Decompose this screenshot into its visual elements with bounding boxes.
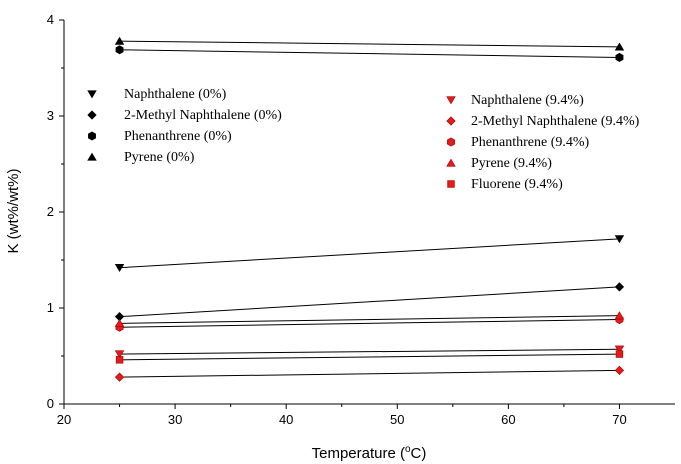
legend-item: Phenanthrene (9.4%) bbox=[447, 135, 590, 150]
legend-marker bbox=[446, 116, 456, 126]
y-axis-title: K (wt%/wt%) bbox=[5, 168, 22, 253]
x-axis-title: Temperature (oC) bbox=[312, 444, 427, 462]
legend-item: Pyrene (0%) bbox=[87, 150, 195, 165]
series-line bbox=[119, 49, 620, 58]
series-8 bbox=[115, 350, 624, 364]
series-line bbox=[119, 286, 620, 318]
y-tick-label: 1 bbox=[47, 300, 54, 315]
series-line bbox=[119, 353, 620, 361]
legend-marker bbox=[446, 158, 456, 167]
legend-marker bbox=[87, 152, 97, 161]
series-5 bbox=[114, 365, 625, 382]
series-line bbox=[119, 238, 620, 269]
legend-item: 2-Methyl Naphthalene (9.4%) bbox=[446, 114, 640, 129]
data-point bbox=[114, 264, 125, 273]
data-point bbox=[614, 365, 625, 376]
series-1 bbox=[114, 282, 625, 322]
x-tick-label: 40 bbox=[279, 412, 293, 427]
legend-item: Naphthalene (9.4%) bbox=[446, 93, 584, 108]
x-axis-title-sup: o bbox=[405, 444, 411, 455]
legend-item: Phenanthrene (0%) bbox=[88, 129, 232, 144]
series-4 bbox=[114, 345, 625, 359]
legend-marker bbox=[88, 131, 96, 141]
y-tick-label: 3 bbox=[47, 108, 54, 123]
series-6 bbox=[115, 314, 624, 332]
data-point bbox=[614, 42, 625, 51]
x-axis-title-post: C) bbox=[411, 445, 427, 462]
x-tick-label: 70 bbox=[612, 412, 626, 427]
plot-area: 20 30 40 50 60 70 0 1 2 3 4 bbox=[47, 12, 675, 427]
data-point bbox=[114, 372, 125, 382]
legend-label: Pyrene (9.4%) bbox=[471, 156, 552, 171]
data-point bbox=[114, 350, 125, 359]
series-2 bbox=[115, 45, 624, 62]
x-axis-title-pre: Temperature ( bbox=[312, 445, 405, 462]
y-tick-label: 2 bbox=[47, 204, 54, 219]
legend-label: Phenanthrene (0%) bbox=[124, 129, 232, 144]
data-point bbox=[114, 318, 125, 328]
y-tick-label: 0 bbox=[47, 396, 54, 411]
data-point bbox=[614, 311, 625, 320]
legend-label: Pyrene (0%) bbox=[124, 150, 195, 165]
legend-marker bbox=[446, 96, 456, 105]
legend-item: 2-Methyl Naphthalene (0%) bbox=[87, 108, 282, 123]
y-tick-label: 4 bbox=[47, 12, 54, 27]
legend-label: Phenanthrene (9.4%) bbox=[471, 135, 590, 150]
series-0 bbox=[114, 235, 625, 273]
series-line bbox=[119, 315, 620, 324]
legend-marker bbox=[87, 90, 97, 99]
legend-marker bbox=[447, 180, 455, 188]
data-point bbox=[114, 36, 125, 45]
legend-label: Naphthalene (9.4%) bbox=[471, 93, 584, 108]
data-point bbox=[615, 350, 624, 358]
series-line bbox=[119, 40, 620, 48]
x-tick-label: 30 bbox=[168, 412, 182, 427]
legend-left: Naphthalene (0%) 2-Methyl Naphthalene (0%… bbox=[87, 87, 282, 165]
series-line bbox=[119, 348, 620, 355]
legend-label: 2-Methyl Naphthalene (0%) bbox=[124, 108, 282, 123]
legend-marker bbox=[447, 137, 455, 147]
data-point bbox=[115, 356, 124, 364]
legend-item: Pyrene (9.4%) bbox=[446, 156, 552, 171]
series-7 bbox=[114, 311, 625, 328]
x-tick-label: 60 bbox=[501, 412, 515, 427]
data-point bbox=[614, 282, 625, 292]
x-tick-label: 50 bbox=[390, 412, 404, 427]
data-point bbox=[614, 235, 625, 244]
data-point bbox=[115, 45, 124, 55]
data-point bbox=[615, 52, 624, 62]
legend-right: Naphthalene (9.4%) 2-Methyl Naphthalene (… bbox=[446, 93, 640, 192]
series-line bbox=[119, 319, 620, 328]
legend-label: Naphthalene (0%) bbox=[124, 87, 227, 102]
series-3 bbox=[114, 36, 625, 51]
data-point bbox=[614, 345, 625, 354]
series-layer bbox=[114, 36, 625, 382]
legend-label: 2-Methyl Naphthalene (9.4%) bbox=[471, 114, 640, 129]
legend-item: Fluorene (9.4%) bbox=[447, 177, 563, 192]
x-tick-label: 20 bbox=[57, 412, 71, 427]
legend-item: Naphthalene (0%) bbox=[87, 87, 227, 102]
legend-label: Fluorene (9.4%) bbox=[471, 177, 563, 192]
series-line bbox=[119, 369, 620, 378]
legend-marker bbox=[87, 110, 97, 120]
